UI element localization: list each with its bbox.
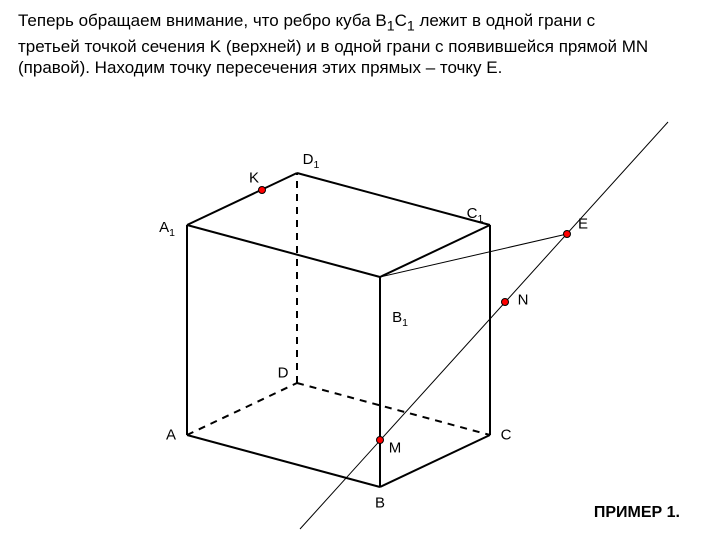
label-C: C xyxy=(501,427,512,444)
label-A: A xyxy=(166,427,176,444)
label-M: M xyxy=(389,440,402,457)
label-E: E xyxy=(578,216,588,233)
label-N: N xyxy=(518,292,529,309)
label-D1: D1 xyxy=(303,151,320,171)
example-number: ПРИМЕР 1. xyxy=(594,504,680,522)
cube-diagram xyxy=(0,0,720,540)
label-B: B xyxy=(375,495,385,512)
label-C1: C1 xyxy=(467,205,484,225)
label-D: D xyxy=(278,365,289,382)
label-B1: B1 xyxy=(392,309,408,329)
label-K: K xyxy=(249,170,259,187)
label-A1: A1 xyxy=(159,219,175,239)
